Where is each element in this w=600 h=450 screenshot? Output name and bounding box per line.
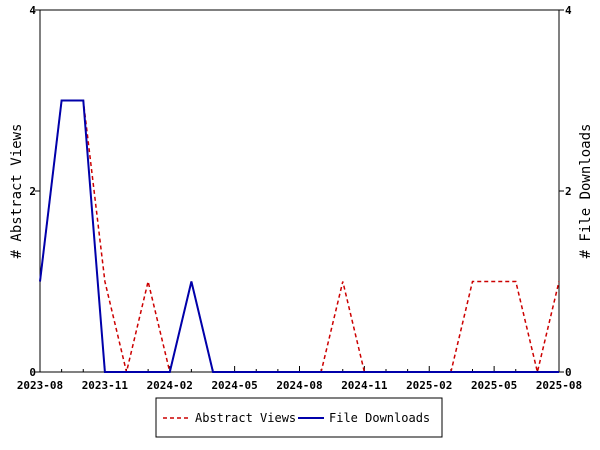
legend-label-file-downloads: File Downloads bbox=[329, 411, 430, 425]
series-layer bbox=[39, 99, 560, 373]
x-tick-label: 2025-05 bbox=[471, 379, 517, 392]
x-axis: 2023-08 2023-11 2024-02 2024-05 2024-08 2024-… bbox=[17, 366, 582, 392]
y-right-tick-label: 0 bbox=[565, 366, 572, 379]
series-line-file-downloads bbox=[39, 99, 559, 373]
y-right-tick-label: 4 bbox=[565, 4, 572, 17]
y-left-tick-label: 0 bbox=[29, 366, 36, 379]
y-axis-left-title: # Abstract Views bbox=[9, 124, 25, 259]
x-tick-label: 2025-08 bbox=[536, 379, 582, 392]
x-tick-label: 2024-02 bbox=[147, 379, 193, 392]
x-tick-label: 2024-11 bbox=[341, 379, 388, 392]
legend: Abstract Views File Downloads bbox=[155, 397, 443, 438]
x-tick-label: 2023-11 bbox=[82, 379, 129, 392]
x-tick-label: 2024-05 bbox=[211, 379, 257, 392]
x-tick-label: 2023-08 bbox=[17, 379, 63, 392]
legend-label-abstract-views: Abstract Views bbox=[195, 411, 296, 425]
plot-frame bbox=[39, 9, 560, 373]
y-left-tick-label: 4 bbox=[29, 4, 36, 17]
y-right-tick-label: 2 bbox=[565, 185, 572, 198]
y-left-tick-label: 2 bbox=[29, 185, 36, 198]
series-line-abstract-views bbox=[39, 99, 560, 373]
y-axis-right-title: # File Downloads bbox=[578, 124, 594, 259]
x-tick-label: 2025-02 bbox=[406, 379, 452, 392]
y-axis-right: 0 2 4 bbox=[559, 4, 572, 379]
x-tick-label: 2024-08 bbox=[276, 379, 322, 392]
plot-border bbox=[39, 9, 560, 373]
y-axis-left: 0 2 4 bbox=[29, 4, 40, 379]
